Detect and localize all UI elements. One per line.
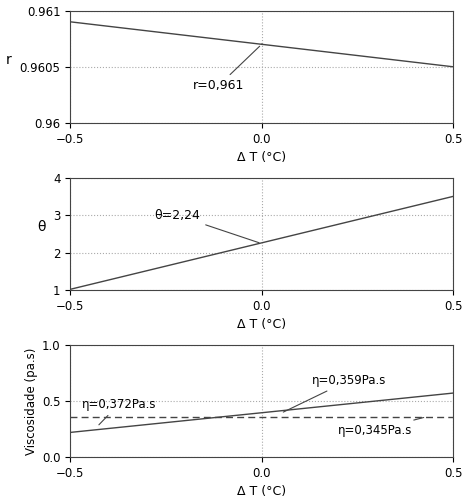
Y-axis label: θ: θ [37, 220, 46, 234]
Text: η=0,359Pa.s: η=0,359Pa.s [283, 374, 386, 412]
Y-axis label: Viscosidade (pa.s): Viscosidade (pa.s) [25, 347, 37, 455]
X-axis label: Δ T (°C): Δ T (°C) [237, 151, 286, 164]
Text: η=0,345Pa.s: η=0,345Pa.s [338, 417, 424, 436]
Text: θ=2,24: θ=2,24 [154, 209, 259, 243]
X-axis label: Δ T (°C): Δ T (°C) [237, 319, 286, 331]
Text: η=0,372Pa.s: η=0,372Pa.s [81, 398, 156, 425]
Text: r=0,961: r=0,961 [193, 46, 260, 92]
Y-axis label: r: r [6, 53, 11, 67]
X-axis label: Δ T (°C): Δ T (°C) [237, 485, 286, 498]
